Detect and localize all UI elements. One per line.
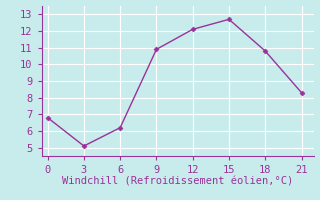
X-axis label: Windchill (Refroidissement éolien,°C): Windchill (Refroidissement éolien,°C) [62,176,293,186]
